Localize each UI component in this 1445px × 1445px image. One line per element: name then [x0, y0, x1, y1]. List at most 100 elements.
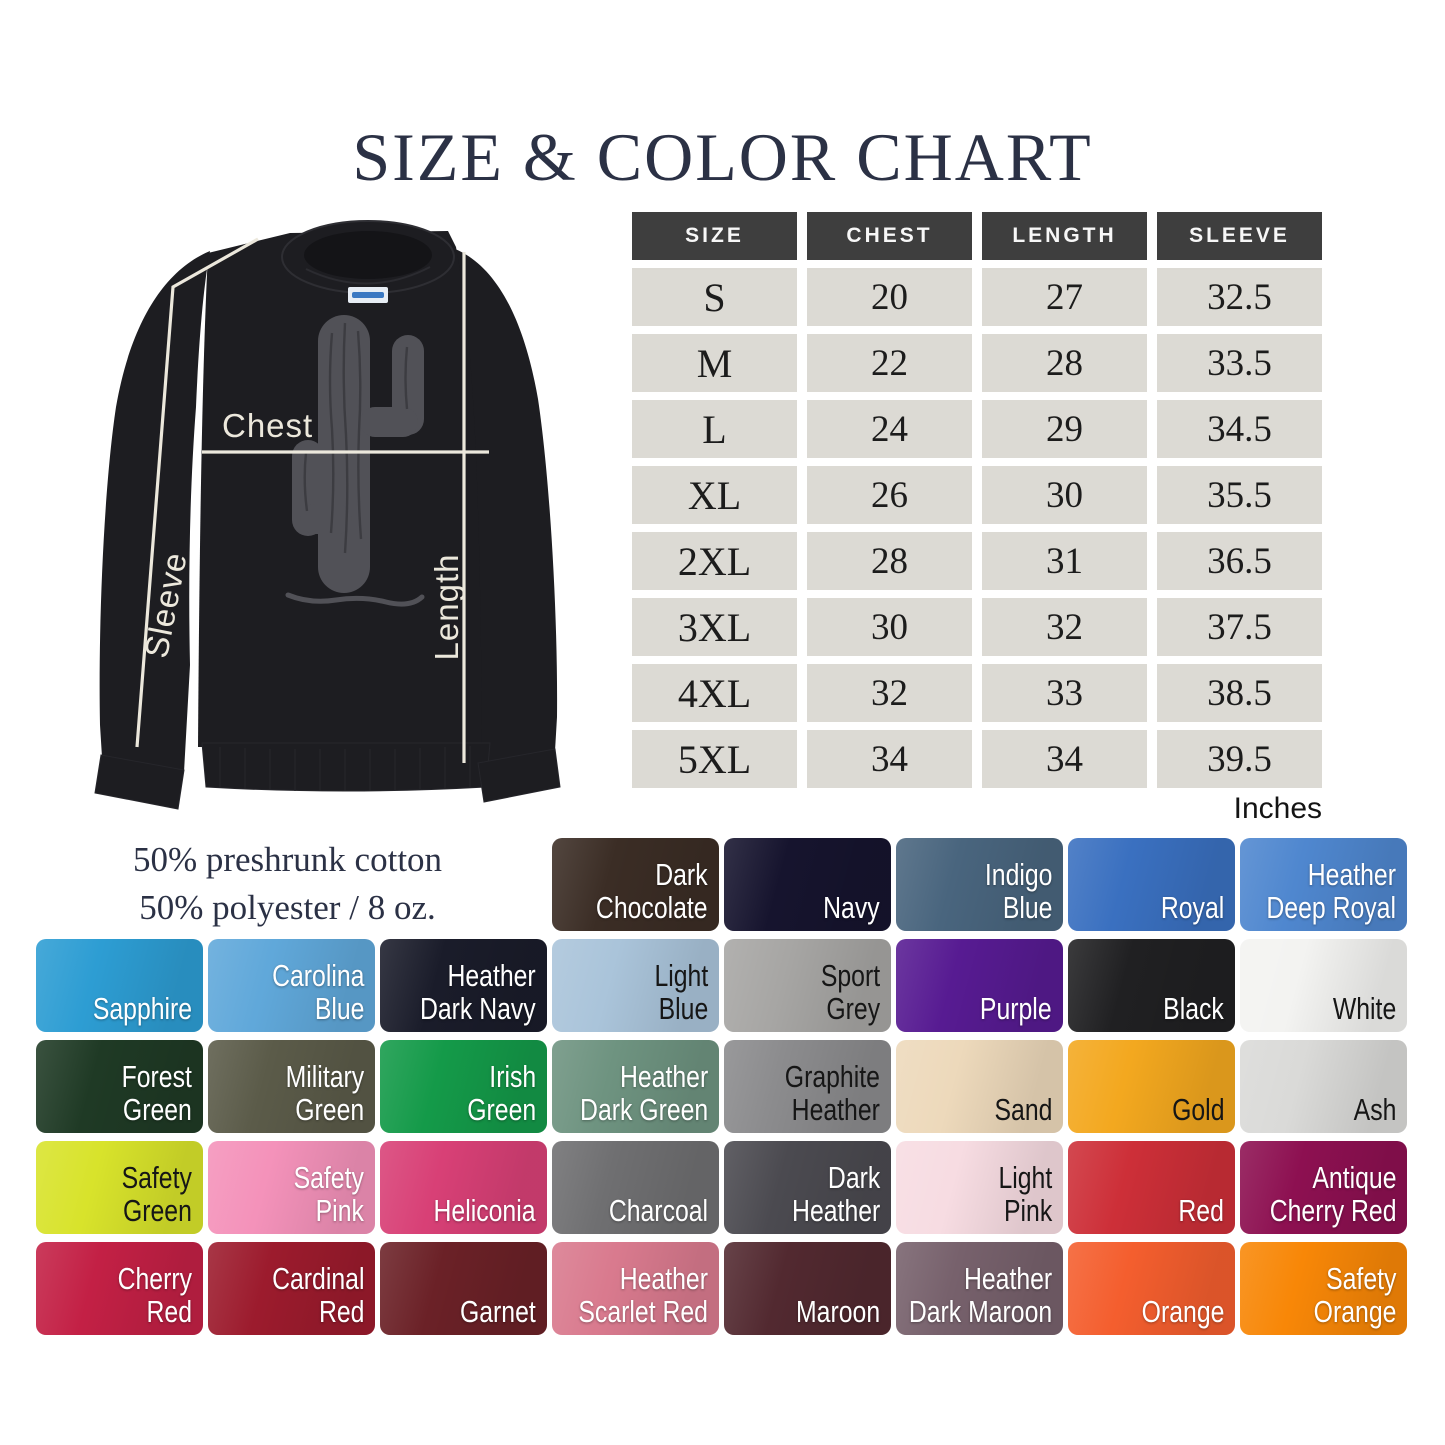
swatch-safety-green: Safety Green	[36, 1141, 203, 1234]
swatch-forest-green: Forest Green	[36, 1040, 203, 1133]
swatch-black: Black	[1068, 939, 1235, 1032]
size-cell-5xl: 5XL	[632, 730, 797, 788]
column-header-chest: CHEST	[807, 212, 972, 260]
swatch-irish-green: Irish Green	[380, 1040, 547, 1133]
swatch-label: Light Blue	[654, 958, 708, 1026]
value-cell: 34.5	[1157, 400, 1322, 458]
value-cell: 36.5	[1157, 532, 1322, 590]
sleeve-measure-line	[135, 237, 259, 748]
value-cell: 33	[982, 664, 1147, 722]
swatch-label: Heliconia	[433, 1193, 536, 1228]
swatch-label: Dark Chocolate	[596, 857, 708, 925]
hem-rib-lines	[219, 746, 471, 791]
units-label: Inches	[1233, 792, 1322, 825]
fabric-line-1: 50% preshrunk cotton	[132, 840, 443, 879]
swatch-indigo-blue: Indigo Blue	[896, 838, 1063, 931]
swatch-gold: Gold	[1068, 1040, 1235, 1133]
swatch-label: Ash	[1353, 1092, 1396, 1127]
value-cell: 30	[807, 598, 972, 656]
measurement-lines	[135, 237, 489, 763]
value-cell: 37.5	[1157, 598, 1322, 656]
swatch-label: Carolina Blue	[271, 958, 364, 1026]
swatch-label: Navy	[823, 890, 880, 925]
swatch-label: Royal	[1160, 890, 1224, 925]
column-header-length: LENGTH	[982, 212, 1147, 260]
swatch-cardinal-red: Cardinal Red	[208, 1242, 375, 1335]
column-header-size: SIZE	[632, 212, 797, 260]
size-cell-m: M	[632, 334, 797, 392]
value-cell: 27	[982, 268, 1147, 326]
swatch-carolina-blue: Carolina Blue	[208, 939, 375, 1032]
swatch-label: Cardinal Red	[271, 1261, 364, 1329]
sweatshirt-left-cuff	[94, 754, 185, 810]
value-cell: 32.5	[1157, 268, 1322, 326]
swatch-label: Gold	[1171, 1092, 1224, 1127]
color-grid: Dark Chocolate Navy Indigo Blue Royal Heather D…	[36, 838, 1407, 1335]
swatch-heather-dark-navy: Heather Dark Navy	[380, 939, 547, 1032]
swatch-antique-cherry-red: Antique Cherry Red	[1240, 1141, 1407, 1234]
swatch-label: Graphite Heather	[784, 1059, 880, 1127]
collar-opening	[304, 231, 432, 279]
value-cell: 32	[807, 664, 972, 722]
size-cell-4xl: 4XL	[632, 664, 797, 722]
swatch-label: Orange	[1141, 1294, 1224, 1329]
value-cell: 39.5	[1157, 730, 1322, 788]
swatch-label: Heather Dark Maroon	[908, 1261, 1052, 1329]
swatch-label: Heather Scarlet Red	[578, 1261, 708, 1329]
swatch-safety-pink: Safety Pink	[208, 1141, 375, 1234]
value-cell: 34	[982, 730, 1147, 788]
cactus-texture	[303, 322, 409, 554]
swatch-label: Indigo Blue	[984, 857, 1052, 925]
swatch-label: Purple	[980, 991, 1052, 1026]
swatch-label: Safety Orange	[1313, 1261, 1396, 1329]
length-measure-label: Length	[428, 553, 465, 661]
swatch-label: Light Pink	[998, 1160, 1052, 1228]
swatch-light-pink: Light Pink	[896, 1141, 1063, 1234]
swatch-cherry-red: Cherry Red	[36, 1242, 203, 1335]
value-cell: 33.5	[1157, 334, 1322, 392]
size-table: SIZE CHEST LENGTH SLEEVE S 20 27 32.5 M 22 28 33.5 L…	[632, 212, 1322, 788]
swatch-label: Safety Pink	[293, 1160, 364, 1228]
swatch-label: Dark Heather	[791, 1160, 880, 1228]
swatch-light-blue: Light Blue	[552, 939, 719, 1032]
swatch-label: Irish Green	[467, 1059, 536, 1127]
swatch-dark-chocolate: Dark Chocolate	[552, 838, 719, 931]
swatch-sport-grey: Sport Grey	[724, 939, 891, 1032]
swatch-label: Sand	[994, 1092, 1052, 1127]
sweatshirt-image	[94, 220, 561, 810]
swatch-heather-dark-maroon: Heather Dark Maroon	[896, 1242, 1063, 1335]
column-header-sleeve: SLEEVE	[1157, 212, 1322, 260]
swatch-label: Heather Deep Royal	[1266, 857, 1396, 925]
swatch-garnet: Garnet	[380, 1242, 547, 1335]
value-cell: 20	[807, 268, 972, 326]
size-cell-s: S	[632, 268, 797, 326]
swatch-label: Black	[1163, 991, 1224, 1026]
swatch-safety-orange: Safety Orange	[1240, 1242, 1407, 1335]
size-cell-2xl: 2XL	[632, 532, 797, 590]
swatch-red: Red	[1068, 1141, 1235, 1234]
value-cell: 31	[982, 532, 1147, 590]
swatch-label: Antique Cherry Red	[1269, 1160, 1396, 1228]
swatch-navy: Navy	[724, 838, 891, 931]
fabric-description: 50% preshrunk cotton 50% polyester / 8 o…	[55, 836, 520, 932]
cactus-graphic	[285, 315, 425, 607]
swatch-label: Cherry Red	[117, 1261, 192, 1329]
sweatshirt-hem	[201, 742, 491, 792]
swatch-ash: Ash	[1240, 1040, 1407, 1133]
value-cell: 28	[807, 532, 972, 590]
swatch-label: Heather Dark Green	[579, 1059, 708, 1127]
value-cell: 29	[982, 400, 1147, 458]
sweatshirt-right-cuff	[477, 748, 561, 803]
swatch-heather-dark-green: Heather Dark Green	[552, 1040, 719, 1133]
swatch-graphite-heather: Graphite Heather	[724, 1040, 891, 1133]
swatch-label: Sapphire	[92, 991, 192, 1026]
value-cell: 22	[807, 334, 972, 392]
collar-rib	[305, 266, 431, 285]
swatch-charcoal: Charcoal	[552, 1141, 719, 1234]
swatch-royal: Royal	[1068, 838, 1235, 931]
swatch-sapphire: Sapphire	[36, 939, 203, 1032]
value-cell: 26	[807, 466, 972, 524]
swatch-label: White	[1332, 991, 1396, 1026]
swatch-heather-scarlet-red: Heather Scarlet Red	[552, 1242, 719, 1335]
swatch-label: Heather Dark Navy	[420, 958, 536, 1026]
